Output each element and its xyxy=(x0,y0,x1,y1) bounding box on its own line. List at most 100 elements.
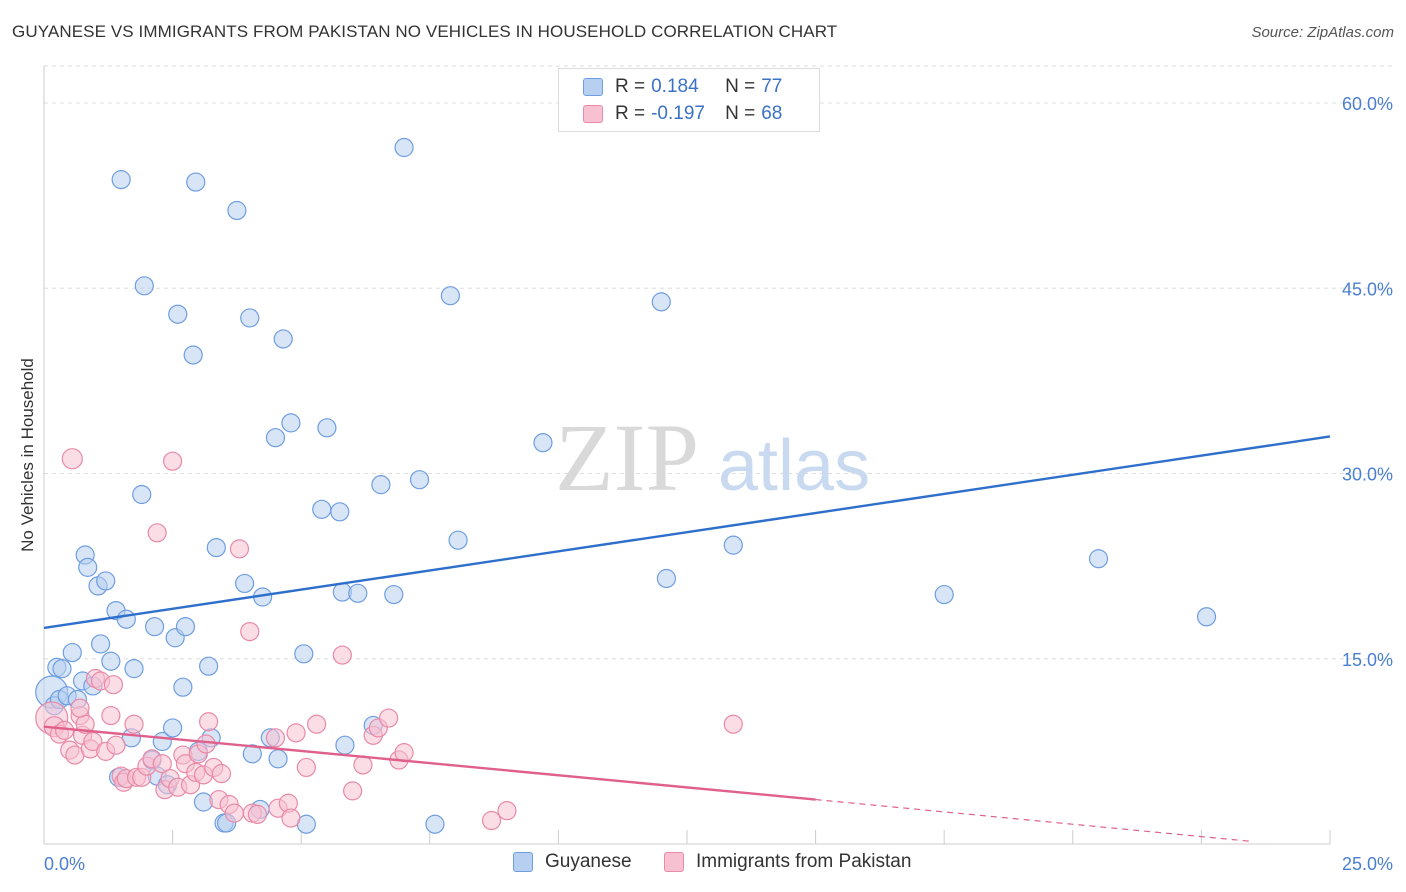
legend-n-label: N = xyxy=(725,76,756,97)
point-guyanese xyxy=(175,617,196,637)
point-pakistan xyxy=(379,708,399,728)
point-guyanese xyxy=(1196,607,1217,627)
legend-item-guyanese[interactable]: Guyanese xyxy=(513,851,632,873)
point-pakistan xyxy=(723,714,743,734)
correlation-legend: R = 0.184 N = 77 R = -0.197 N = 68 xyxy=(558,68,820,132)
y-tick-label: 15.0% xyxy=(1342,650,1393,670)
point-pakistan xyxy=(247,804,268,824)
point-pakistan xyxy=(70,698,90,718)
gridlines xyxy=(44,65,1392,660)
point-pakistan xyxy=(152,754,172,774)
point-guyanese xyxy=(409,470,430,490)
point-guyanese xyxy=(281,413,301,433)
legend-n-value-guyanese: 77 xyxy=(761,76,783,97)
point-guyanese xyxy=(384,584,404,605)
legend-label-pakistan: Immigrants from Pakistan xyxy=(696,851,912,872)
legend-n-label: N = xyxy=(725,103,756,124)
point-guyanese xyxy=(394,137,414,158)
point-pakistan xyxy=(147,523,167,543)
point-pakistan xyxy=(106,735,126,755)
point-pakistan xyxy=(296,757,316,778)
point-guyanese xyxy=(723,535,743,555)
point-guyanese xyxy=(317,418,337,438)
legend-r-label: R = xyxy=(615,103,646,124)
point-guyanese xyxy=(132,484,152,505)
point-guyanese xyxy=(116,609,136,629)
point-pakistan xyxy=(481,810,502,831)
point-pakistan xyxy=(103,675,124,695)
point-guyanese xyxy=(134,276,154,296)
chart-title: GUYANESE VS IMMIGRANTS FROM PAKISTAN NO … xyxy=(12,22,838,41)
point-pakistan xyxy=(343,781,363,801)
point-pakistan xyxy=(211,764,232,784)
legend-swatch-pakistan xyxy=(583,105,603,123)
point-guyanese xyxy=(335,735,355,755)
point-pakistan xyxy=(124,714,144,734)
y-tick-label: 45.0% xyxy=(1342,279,1393,299)
y-tick-label: 30.0% xyxy=(1342,465,1393,485)
point-pakistan xyxy=(281,808,301,828)
point-guyanese xyxy=(656,568,677,589)
point-pakistan xyxy=(196,734,216,754)
point-guyanese xyxy=(206,538,226,558)
watermark-zip: ZIP xyxy=(555,404,699,511)
point-guyanese xyxy=(124,659,144,679)
point-guyanese xyxy=(101,651,121,671)
point-guyanese xyxy=(425,814,445,834)
point-guyanese xyxy=(168,304,188,324)
point-guyanese xyxy=(90,634,111,654)
legend-swatch-guyanese xyxy=(513,852,533,872)
point-pakistan xyxy=(61,448,83,470)
legend-r-value-pakistan: -0.197 xyxy=(651,103,705,124)
point-guyanese xyxy=(330,502,350,522)
trendline-pakistan xyxy=(43,725,816,801)
point-pakistan xyxy=(229,539,250,559)
point-guyanese xyxy=(440,286,460,306)
point-guyanese xyxy=(183,345,203,365)
trendline-pakistan-extension xyxy=(815,798,1253,843)
point-guyanese xyxy=(199,656,219,676)
point-guyanese xyxy=(78,557,98,577)
point-pakistan xyxy=(353,755,373,775)
tick-labels: 15.0% 30.0% 45.0% 60.0% 0.0% 25.0% xyxy=(44,94,1393,874)
series-legend: Guyanese Immigrants from Pakistan xyxy=(0,851,1406,877)
watermark: ZIP atlas xyxy=(555,404,870,511)
point-guyanese xyxy=(111,170,131,190)
point-guyanese xyxy=(1088,549,1109,569)
point-pakistan xyxy=(265,728,286,748)
legend-swatch-pakistan xyxy=(664,852,684,872)
point-guyanese xyxy=(533,433,553,453)
legend-item-pakistan[interactable]: Immigrants from Pakistan xyxy=(664,851,911,873)
point-guyanese xyxy=(235,573,255,594)
legend-row-pakistan: R = -0.197 N = 68 xyxy=(583,102,782,126)
legend-label-guyanese: Guyanese xyxy=(545,851,632,872)
point-guyanese xyxy=(268,749,288,769)
legend-swatch-guyanese xyxy=(583,78,603,96)
point-guyanese xyxy=(934,584,954,605)
point-guyanese xyxy=(294,644,314,664)
point-guyanese xyxy=(348,583,368,603)
watermark-atlas: atlas xyxy=(718,426,870,506)
point-pakistan xyxy=(240,621,260,642)
point-pakistan xyxy=(199,712,219,732)
point-guyanese xyxy=(448,530,468,550)
point-guyanese xyxy=(62,642,82,663)
point-pakistan xyxy=(101,705,121,726)
point-pakistan xyxy=(163,451,183,471)
point-guyanese xyxy=(173,677,193,697)
point-guyanese xyxy=(96,571,116,591)
point-pakistan xyxy=(286,723,306,743)
point-guyanese xyxy=(312,499,332,519)
x-tick-label: 25.0% xyxy=(1342,854,1393,874)
point-guyanese xyxy=(265,428,286,448)
point-guyanese xyxy=(186,172,206,192)
point-guyanese xyxy=(227,200,247,221)
point-guyanese xyxy=(52,659,72,679)
point-guyanese xyxy=(240,308,260,328)
trendlines xyxy=(43,435,1331,843)
legend-row-guyanese: R = 0.184 N = 77 xyxy=(583,75,782,99)
source-credit: Source: ZipAtlas.com xyxy=(1251,24,1394,41)
point-pakistan xyxy=(224,803,244,823)
point-guyanese xyxy=(651,292,671,312)
legend-r-label: R = xyxy=(615,76,646,97)
